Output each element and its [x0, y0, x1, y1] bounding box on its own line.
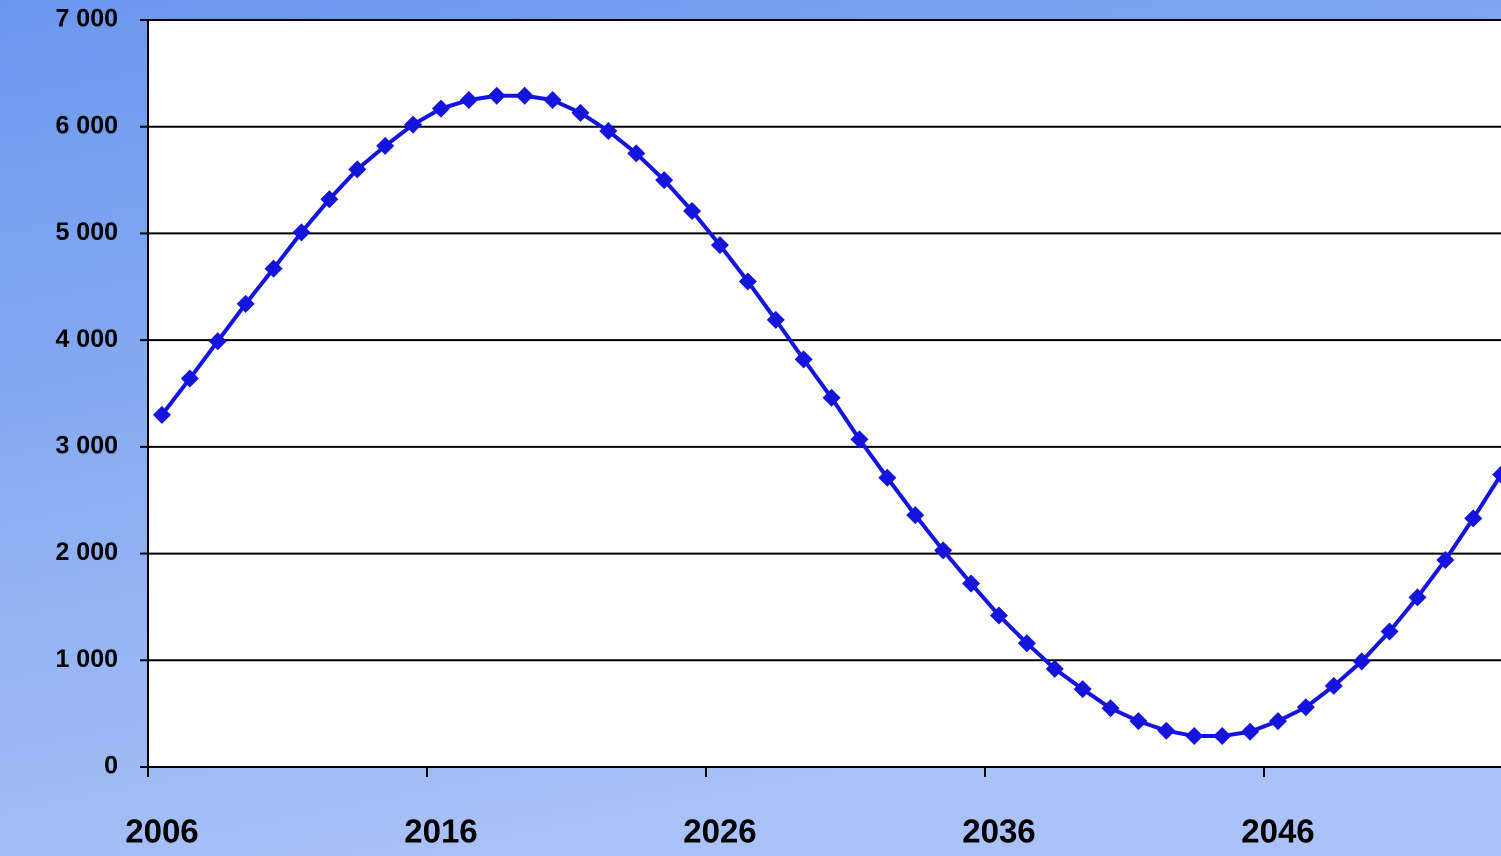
marker: [1241, 722, 1260, 741]
marker: [348, 160, 367, 179]
marker: [1045, 659, 1064, 678]
marker: [543, 91, 562, 110]
marker: [571, 103, 590, 122]
marker: [989, 606, 1008, 625]
marker: [1185, 727, 1204, 746]
x-tick-label: 2006: [125, 813, 198, 850]
marker: [710, 236, 729, 255]
marker: [487, 86, 506, 105]
marker: [515, 86, 534, 105]
x-tick-label: 2046: [1241, 813, 1314, 850]
marker: [1268, 712, 1287, 731]
marker: [180, 369, 199, 388]
marker: [1101, 699, 1120, 718]
marker: [878, 468, 897, 487]
marker: [1324, 676, 1343, 695]
marker: [738, 272, 757, 291]
marker: [906, 506, 925, 525]
marker: [1436, 550, 1455, 569]
x-tick-label: 2016: [404, 813, 477, 850]
y-tick-label: 5 000: [55, 218, 118, 246]
marker: [683, 202, 702, 221]
marker: [1380, 622, 1399, 641]
marker: [627, 144, 646, 163]
marker: [850, 430, 869, 449]
marker: [1464, 509, 1483, 528]
marker: [1408, 588, 1427, 607]
marker: [459, 91, 478, 110]
marker: [1213, 727, 1232, 746]
y-tick-label: 0: [104, 752, 118, 780]
y-tick-label: 3 000: [55, 431, 118, 459]
marker: [1073, 680, 1092, 699]
marker: [404, 115, 423, 134]
marker: [1129, 712, 1148, 731]
marker: [1492, 465, 1501, 484]
y-tick-label: 1 000: [55, 645, 118, 673]
marker: [1157, 721, 1176, 740]
marker: [431, 99, 450, 118]
y-tick-label: 2 000: [55, 538, 118, 566]
x-tick-label: 2036: [962, 813, 1035, 850]
marker: [292, 223, 311, 242]
plot-area: [148, 20, 1501, 767]
marker: [794, 350, 813, 369]
marker: [152, 405, 171, 424]
marker: [1296, 698, 1315, 717]
marker: [236, 294, 255, 313]
x-tick-label: 2026: [683, 813, 756, 850]
y-tick-label: 6 000: [55, 111, 118, 139]
marker: [599, 121, 618, 140]
marker: [208, 332, 227, 351]
marker: [962, 574, 981, 593]
marker: [766, 310, 785, 329]
y-tick-label: 7 000: [55, 5, 118, 33]
marker: [1352, 652, 1371, 671]
marker: [822, 388, 841, 407]
marker: [376, 136, 395, 155]
marker: [1017, 634, 1036, 653]
marker: [264, 259, 283, 278]
marker: [320, 190, 339, 209]
marker: [934, 541, 953, 560]
y-tick-label: 4 000: [55, 325, 118, 353]
marker: [655, 171, 674, 190]
